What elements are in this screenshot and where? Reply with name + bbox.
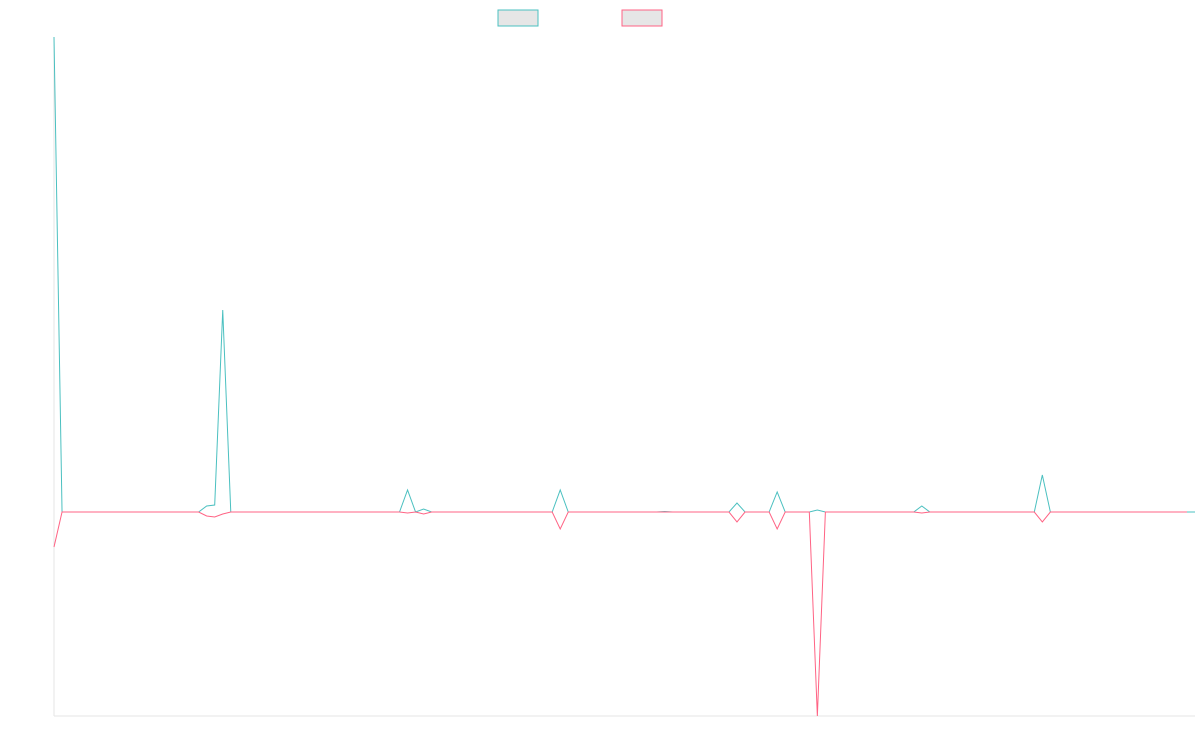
series-layer — [53, 36, 1195, 717]
series-line-2 — [53, 511, 1187, 717]
legend — [497, 9, 663, 27]
legend-swatch-2[interactable] — [621, 9, 663, 27]
axes — [53, 37, 1195, 717]
series-line-1 — [53, 36, 1195, 513]
legend-swatch-1[interactable] — [497, 9, 539, 27]
